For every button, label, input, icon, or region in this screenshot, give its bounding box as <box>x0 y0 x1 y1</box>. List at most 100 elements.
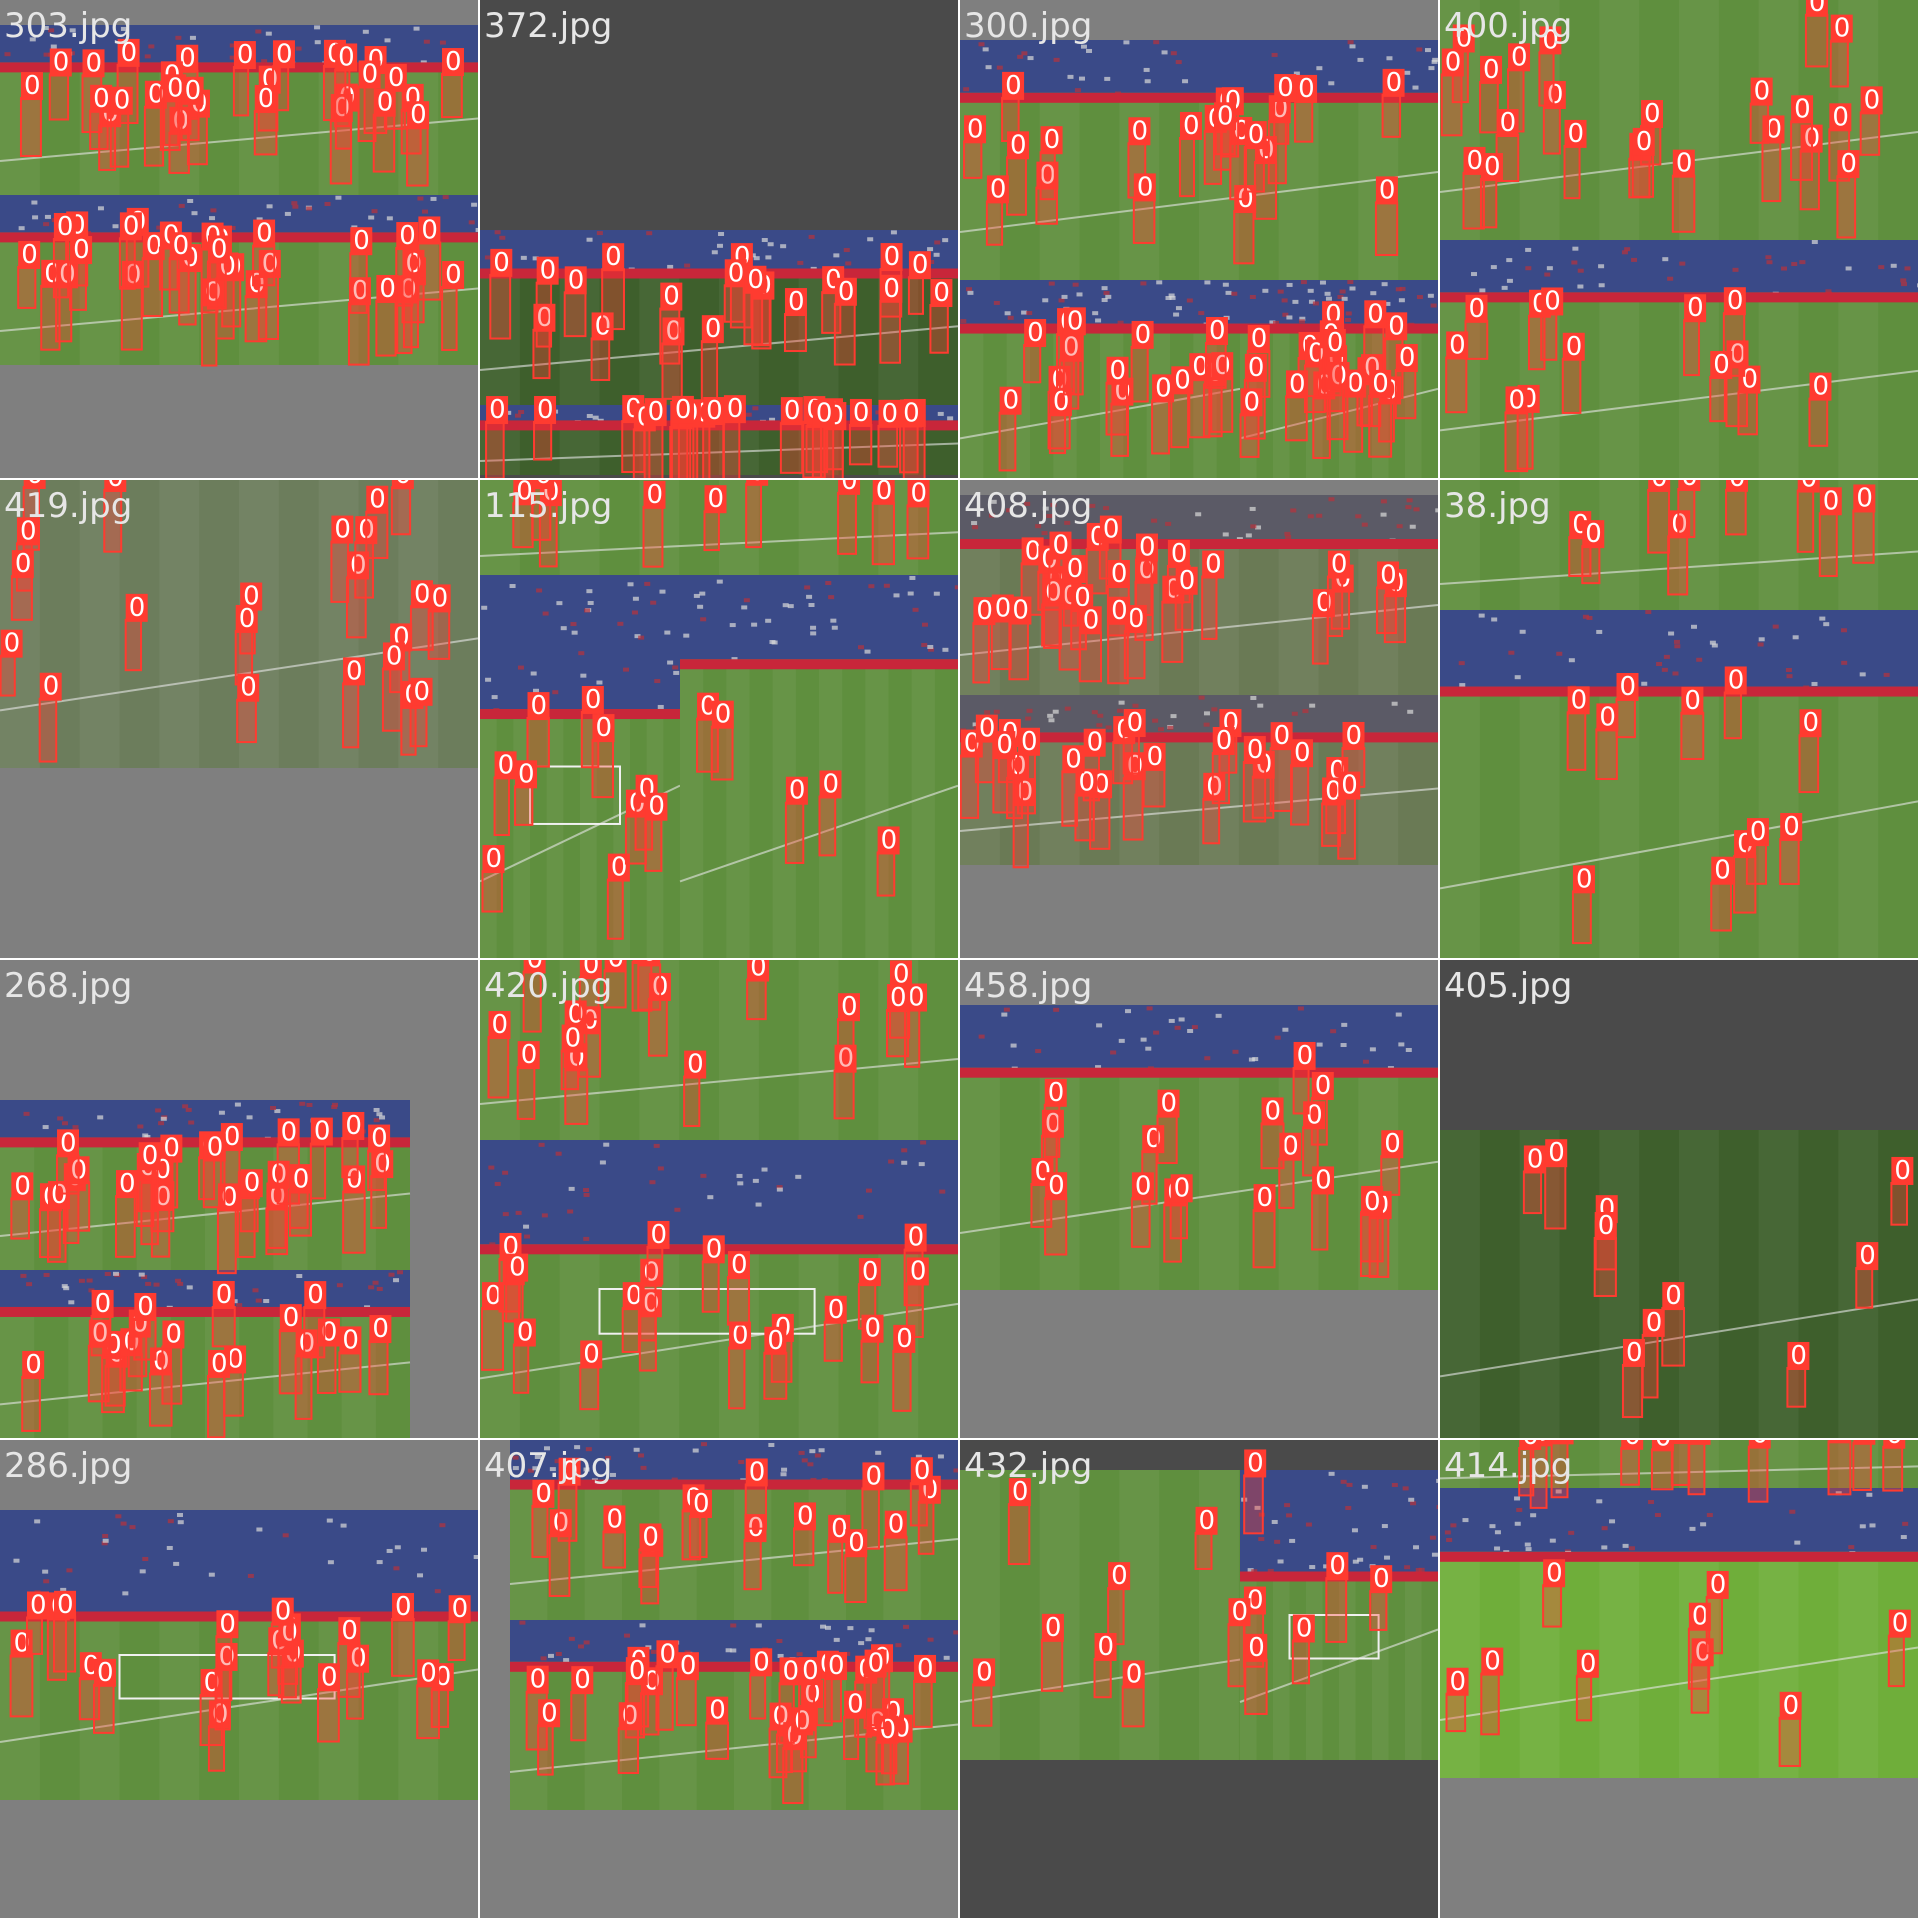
class-label: 0 <box>345 1111 362 1141</box>
class-label-background <box>910 1457 933 1486</box>
class-label-background <box>1013 778 1036 807</box>
detection-box: 0 <box>1322 328 1346 393</box>
crowd-speck <box>858 645 865 650</box>
class-label: 0 <box>372 1314 389 1344</box>
class-label: 0 <box>1655 1440 1672 1452</box>
class-label-background <box>254 84 277 113</box>
crowd-speck <box>1413 507 1420 512</box>
crowd-speck <box>1048 281 1055 286</box>
crowd-speck <box>1289 1538 1296 1543</box>
bounding-box <box>963 140 983 179</box>
detection-box: 0 <box>533 395 557 461</box>
image-region <box>480 960 958 1140</box>
crowd-speck <box>18 226 25 231</box>
crowd-speck <box>1274 1539 1281 1544</box>
class-label-background <box>410 677 433 706</box>
detection-box: 0 <box>1374 175 1399 257</box>
detection-box: 0 <box>1291 1613 1315 1685</box>
detection-box: 0 <box>512 1318 536 1394</box>
crowd-speck <box>1103 506 1110 511</box>
bounding-box <box>487 1036 510 1099</box>
class-label: 0 <box>1027 318 1044 348</box>
class-label: 0 <box>1548 1138 1565 1168</box>
detection-box: 0 <box>1836 149 1860 239</box>
class-label-background <box>1681 686 1704 715</box>
crowd-speck <box>570 622 577 627</box>
class-label-background <box>441 48 464 77</box>
crowd-speck <box>499 235 506 240</box>
crowd-speck <box>1648 1499 1655 1504</box>
detection-box: 0 <box>1252 1183 1276 1269</box>
class-label: 0 <box>341 1616 358 1646</box>
class-label: 0 <box>1045 1109 1062 1139</box>
crowd-speck <box>1596 629 1603 634</box>
detection-box: 0 <box>824 1651 848 1723</box>
crowd-speck <box>798 1450 805 1455</box>
class-label: 0 <box>1137 172 1154 202</box>
class-label-background <box>1123 709 1146 738</box>
detection-box: 0 <box>90 1289 114 1357</box>
crowd-speck <box>1878 265 1885 270</box>
class-label-background <box>347 1644 370 1673</box>
bounding-box <box>1670 1441 1691 1486</box>
crowd-speck <box>60 1587 67 1592</box>
detection-box: 0 <box>395 221 419 307</box>
pitch-line <box>480 325 958 371</box>
detection-box: 0 <box>257 249 281 341</box>
bounding-box <box>441 285 458 351</box>
class-label-background <box>289 1165 312 1194</box>
class-label-background <box>907 480 930 508</box>
bounding-box <box>1007 1503 1031 1566</box>
detection-box: 0 <box>271 39 295 112</box>
crowd-speck <box>1758 637 1765 642</box>
class-label: 0 <box>369 485 386 515</box>
class-label: 0 <box>1025 536 1042 566</box>
bounding-box <box>823 1320 843 1362</box>
bounding-box <box>1575 1674 1593 1722</box>
crowd-speck <box>1103 291 1110 296</box>
crowd-speck <box>1324 291 1331 296</box>
tile-filename: 115.jpg <box>484 486 613 526</box>
grass-stripe <box>819 575 843 958</box>
bounding-box <box>601 268 625 331</box>
bounding-box <box>783 313 807 353</box>
bounding-box <box>216 1208 237 1275</box>
class-label-background <box>1049 531 1072 560</box>
crowd-speck <box>730 1623 737 1628</box>
detection-box: 0 <box>992 730 1016 814</box>
class-label-background <box>1369 369 1392 398</box>
crowd-speck <box>833 253 840 258</box>
class-label: 0 <box>1388 311 1405 341</box>
class-label-background <box>1791 95 1814 124</box>
bounding-box <box>271 65 290 112</box>
crowd-speck <box>1696 657 1703 662</box>
class-label: 0 <box>1527 1144 1544 1174</box>
detection-box: 0 <box>1563 119 1587 200</box>
class-label: 0 <box>1131 116 1148 146</box>
crowd-speck <box>1203 722 1210 727</box>
crowd-speck <box>583 1236 590 1241</box>
class-label-background <box>54 1590 77 1619</box>
bounding-box <box>848 423 873 466</box>
class-label: 0 <box>1372 369 1389 399</box>
detection-box: 0 <box>1380 1129 1404 1196</box>
crowd-speck <box>1325 296 1332 301</box>
detection-box: 0 <box>535 256 559 348</box>
class-label-background <box>1243 736 1266 765</box>
crowd-speck <box>927 1637 934 1642</box>
class-label-background <box>1133 173 1156 202</box>
crowd-speck <box>808 234 815 239</box>
detection-box: 0 <box>21 1350 45 1432</box>
bounding-box <box>1105 381 1128 436</box>
bounding-box <box>779 422 804 474</box>
crowd-speck <box>185 1107 192 1112</box>
class-label: 0 <box>299 1328 316 1358</box>
crowd-speck <box>736 1173 743 1178</box>
class-label: 0 <box>163 1134 180 1164</box>
ad-board <box>0 232 478 243</box>
crowd-speck <box>1231 291 1238 296</box>
class-label: 0 <box>1500 108 1517 138</box>
crowd-speck <box>1506 258 1513 263</box>
bounding-box <box>118 237 136 290</box>
